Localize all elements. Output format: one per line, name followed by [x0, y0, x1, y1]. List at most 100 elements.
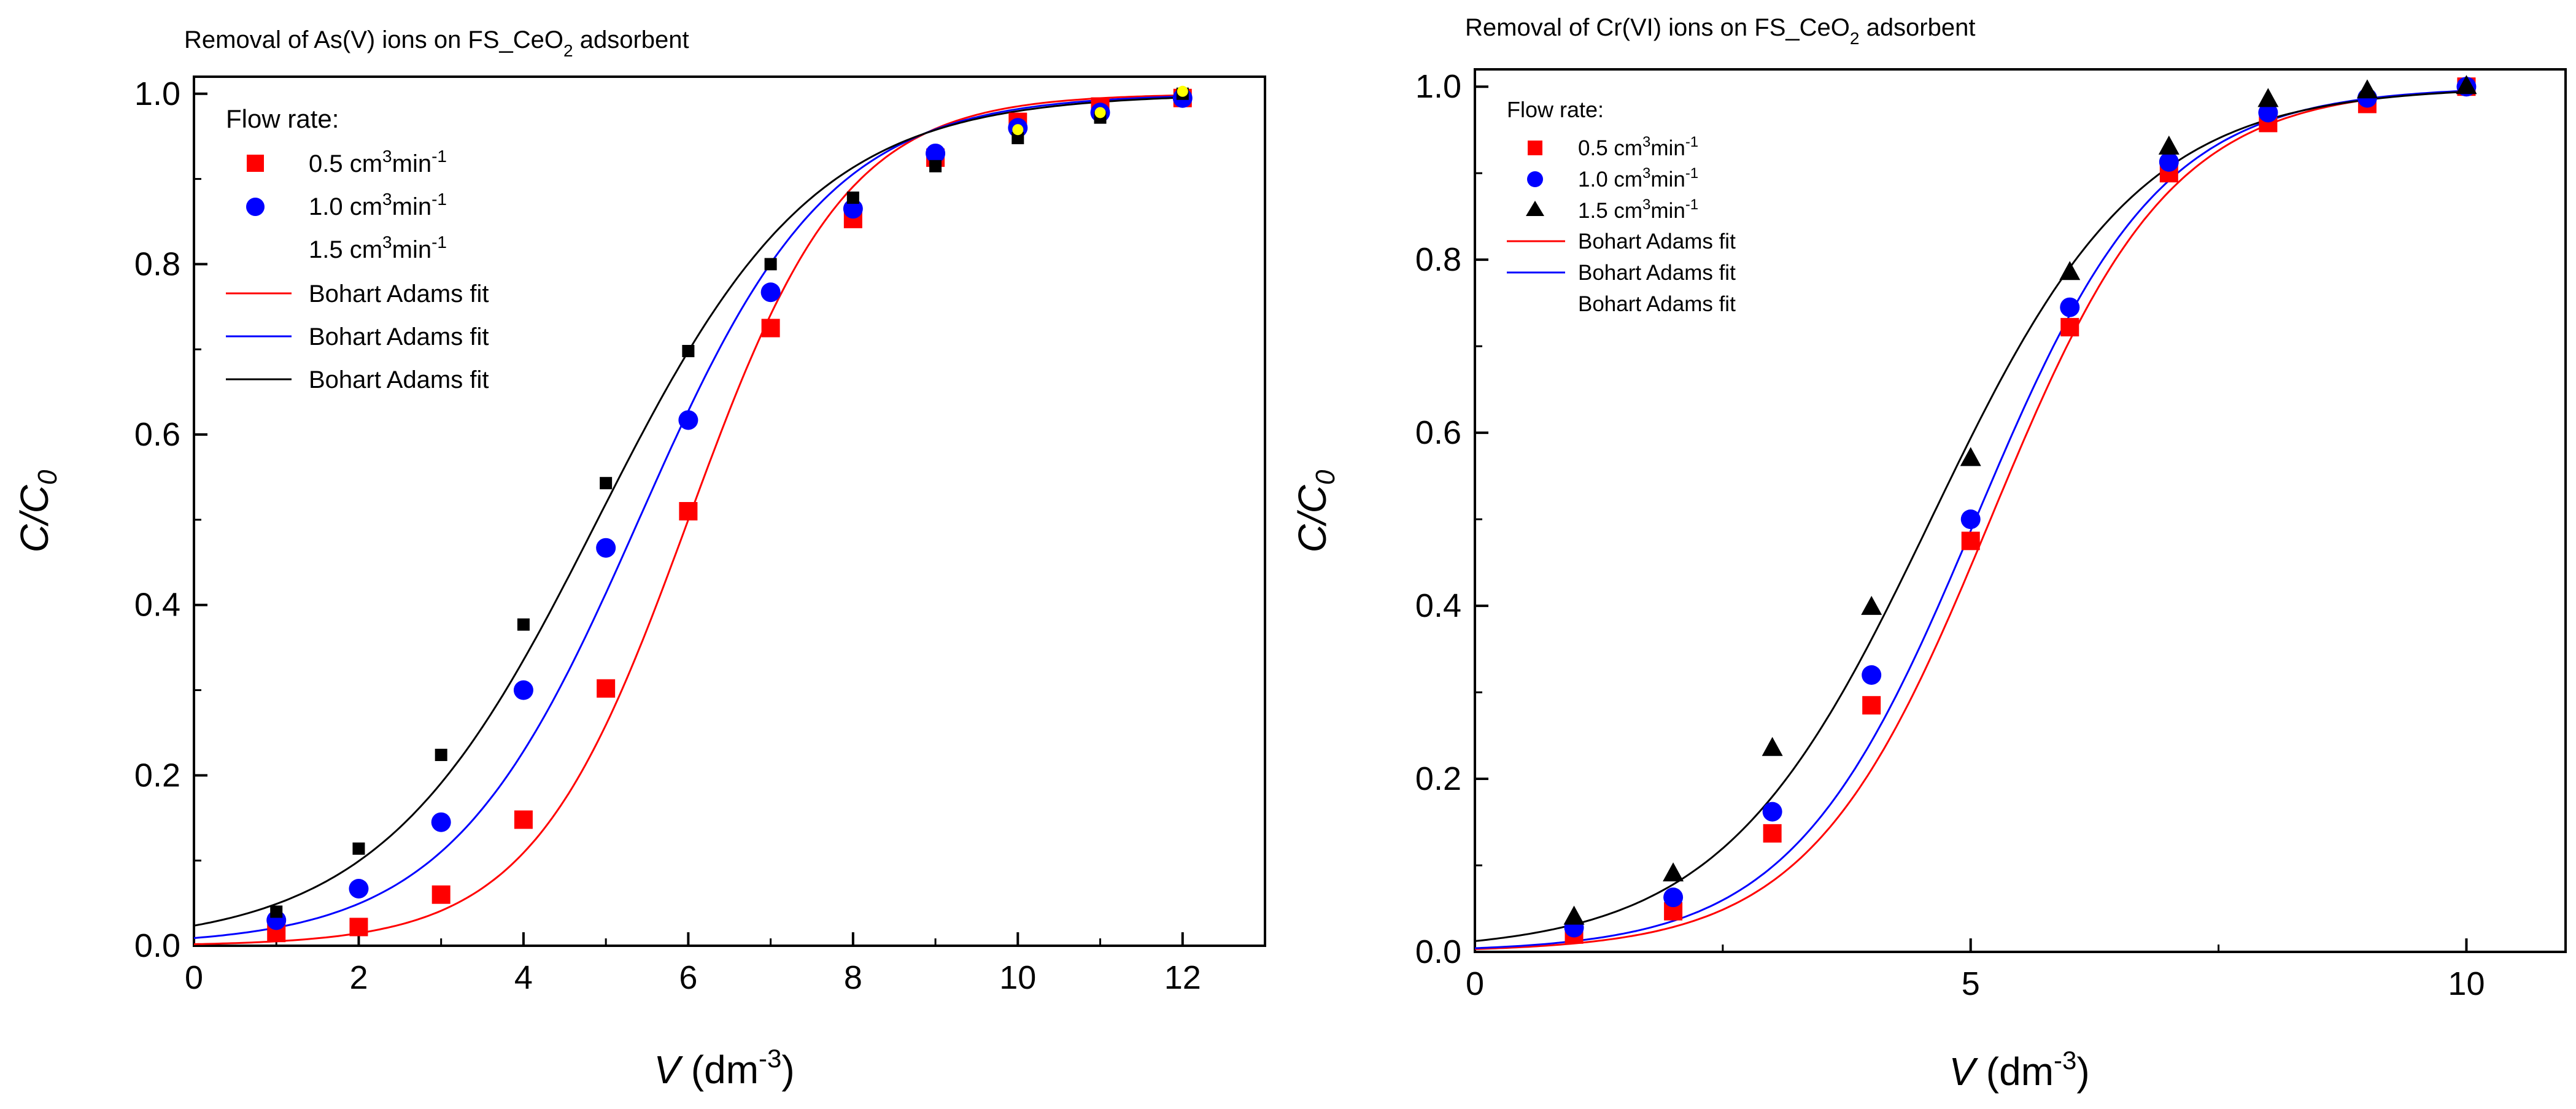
data-point-triangle	[2257, 88, 2279, 107]
y-tick-label: 1.0	[1415, 68, 1461, 105]
chart-title: Removal of Cr(VI) ions on FS_CeO2 adsorb…	[1465, 14, 1975, 48]
data-point-circle	[431, 812, 451, 832]
data-point-square	[1011, 131, 1024, 144]
data-point-square	[929, 160, 942, 172]
data-point-circle	[596, 538, 616, 558]
data-points	[266, 85, 1193, 943]
x-tick-label: 5	[1962, 965, 1980, 1002]
legend-entry: Bohart Adams fit	[309, 323, 489, 350]
legend-marker-red-square	[247, 155, 264, 172]
data-point-square	[846, 191, 859, 204]
data-point-circle	[2159, 152, 2179, 172]
x-tick-label: 4	[514, 959, 533, 996]
data-point-triangle	[1762, 736, 1783, 756]
x-tick-label: 10	[2448, 965, 2485, 1002]
data-point-circle	[1862, 665, 1882, 685]
chart-panel-cr: Removal of Cr(VI) ions on FS_CeO2 adsorb…	[1290, 14, 2567, 1094]
y-tick-label: 0.0	[134, 927, 180, 964]
x-axis-title: V (dm-3)	[1949, 1046, 2089, 1094]
data-point-square	[517, 618, 530, 631]
data-point-square	[1862, 696, 1881, 715]
data-point-square	[764, 258, 777, 271]
bohart-adams-fit-line	[1474, 91, 2467, 942]
legend-marker-red-square	[1528, 141, 1542, 155]
data-point-triangle	[2158, 135, 2180, 155]
y-tick-label: 1.0	[134, 75, 180, 112]
data-point-triangle	[2356, 79, 2378, 99]
legend-title: Flow rate:	[226, 104, 339, 133]
data-point-circle	[760, 282, 781, 303]
x-tick-label: 2	[349, 959, 368, 996]
legend-entry: Bohart Adams fit	[1578, 261, 1736, 285]
legend-marker-blue-circle	[246, 198, 265, 216]
data-point-circle	[678, 410, 698, 430]
y-tick-label: 0.6	[134, 416, 180, 453]
data-point-yellow	[1177, 85, 1188, 97]
data-point-triangle	[2059, 261, 2081, 280]
data-point-yellow	[1094, 107, 1106, 118]
legend-entry: 0.5 cm3min-1	[1578, 134, 1698, 160]
fit-curves	[1474, 90, 2467, 950]
y-axis-title: C/C0	[12, 469, 63, 552]
data-point-square	[600, 477, 613, 490]
data-point-yellow	[1012, 124, 1024, 136]
data-point-square	[1763, 824, 1782, 843]
data-point-circle	[1762, 802, 1782, 822]
data-point-square	[431, 885, 451, 904]
data-point-circle	[1663, 887, 1684, 908]
data-point-square	[2060, 318, 2079, 337]
y-tick-label: 0.4	[134, 587, 180, 624]
data-point-square	[682, 345, 695, 358]
data-point-triangle	[1960, 447, 1981, 466]
legend-entry: 0.5 cm3min-1	[309, 147, 447, 177]
legend-entry: Bohart Adams fit	[309, 280, 489, 307]
data-point-circle	[926, 143, 946, 163]
y-tick-label: 0.2	[1415, 760, 1461, 797]
data-point-circle	[1960, 509, 1981, 530]
y-tick-label: 0.8	[134, 245, 180, 282]
legend-entry: 1.0 cm3min-1	[309, 190, 447, 220]
plot-frame	[193, 75, 1266, 947]
x-tick-label: 6	[679, 959, 697, 996]
data-point-square	[514, 810, 533, 829]
chart-title: Removal of As(V) ions on FS_CeO2 adsorbe…	[184, 26, 689, 60]
legend-entry: 1.0 cm3min-1	[1578, 165, 1698, 191]
data-point-square	[349, 918, 368, 937]
data-point-square	[679, 502, 698, 520]
y-tick-label: 0.6	[1415, 414, 1461, 451]
y-tick-label: 0.4	[1415, 587, 1461, 624]
data-point-square	[352, 842, 365, 855]
bohart-adams-fit-line	[1474, 90, 2467, 950]
data-point-square	[1961, 531, 1980, 551]
data-point-circle	[2258, 102, 2278, 123]
legend-marker-black-triangle	[1526, 201, 1544, 216]
axis-ticks: 0 2 4 6 8 10 12 0.0 0.2 0.4 0.6 0.8 1.0	[134, 75, 1266, 996]
data-point-circle	[2060, 297, 2080, 317]
x-axis-title: V (dm-3)	[654, 1044, 794, 1092]
y-axis-title: C/C0	[1290, 469, 1340, 552]
data-point-square	[761, 319, 780, 338]
axis-ticks: 0 5 10 0.0 0.2 0.4 0.6 0.8 1.0	[1415, 68, 2485, 1002]
plot-frame	[1474, 68, 2567, 953]
legend-entry: Bohart Adams fit	[309, 366, 489, 393]
data-point-square	[435, 749, 447, 762]
data-point-triangle	[1563, 905, 1585, 925]
y-tick-label: 0.2	[134, 757, 180, 794]
data-point-triangle	[2456, 75, 2477, 95]
x-tick-label: 12	[1164, 959, 1201, 996]
legend-marker-blue-circle	[1527, 171, 1543, 187]
chart-panel-as: Removal of As(V) ions on FS_CeO2 adsorbe…	[12, 26, 1266, 1092]
legend-entry: 1.5 cm3min-1	[1578, 196, 1698, 223]
x-tick-label: 0	[1466, 965, 1484, 1002]
data-points	[1563, 75, 2477, 944]
data-point-square	[270, 905, 283, 918]
x-tick-label: 10	[999, 959, 1036, 996]
legend: Flow rate: 0.5 cm3min-1 1.0 cm3min-1 1.5…	[226, 104, 489, 393]
legend-entry: Bohart Adams fit	[1578, 230, 1736, 253]
x-tick-label: 0	[185, 959, 203, 996]
y-tick-label: 0.8	[1415, 241, 1461, 278]
data-point-circle	[513, 680, 533, 700]
data-point-triangle	[1663, 862, 1684, 882]
legend-entry: 1.5 cm3min-1	[309, 233, 447, 263]
